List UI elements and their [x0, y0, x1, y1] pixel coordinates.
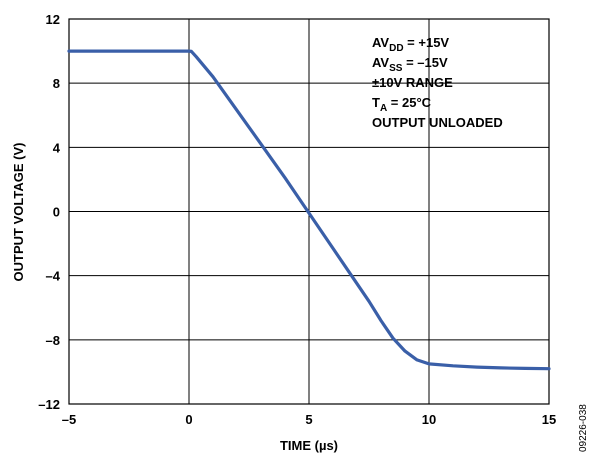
series-line: [67, 49, 551, 371]
figure-id: 09226-038: [578, 404, 589, 452]
x-tick-label: 15: [542, 412, 556, 427]
y-axis-title: OUTPUT VOLTAGE (V): [11, 143, 26, 282]
y-tick-label: 8: [53, 76, 60, 91]
plot-border: [68, 18, 550, 405]
annotation-range: ±10V RANGE: [372, 75, 453, 90]
y-tick-labels: –12 –8 –4 0 4 8 12: [38, 12, 60, 412]
y-tick-label: –12: [38, 397, 60, 412]
x-tick-label: 0: [185, 412, 192, 427]
y-tick-label: 12: [46, 12, 60, 27]
series-group: [67, 49, 551, 371]
y-tick-label: –4: [46, 269, 61, 284]
annotation-load: OUTPUT UNLOADED: [372, 115, 503, 130]
x-tick-label: 10: [422, 412, 436, 427]
y-tick-label: 0: [53, 205, 60, 220]
y-tick-label: –8: [46, 333, 60, 348]
plot-frame: [68, 18, 550, 405]
y-tick-label: 4: [53, 140, 61, 155]
x-tick-labels: –5 0 5 10 15: [62, 412, 556, 427]
annotation-avdd: AVDD = +15V: [372, 35, 449, 54]
annotation-temp: TA = 25°C: [372, 95, 432, 114]
annotation-avss: AVSS = –15V: [372, 55, 448, 74]
x-axis-title: TIME (µs): [280, 438, 338, 453]
x-tick-label: –5: [62, 412, 76, 427]
x-tick-label: 5: [305, 412, 312, 427]
annotation-box: AVDD = +15V AVSS = –15V ±10V RANGE TA = …: [372, 35, 503, 130]
